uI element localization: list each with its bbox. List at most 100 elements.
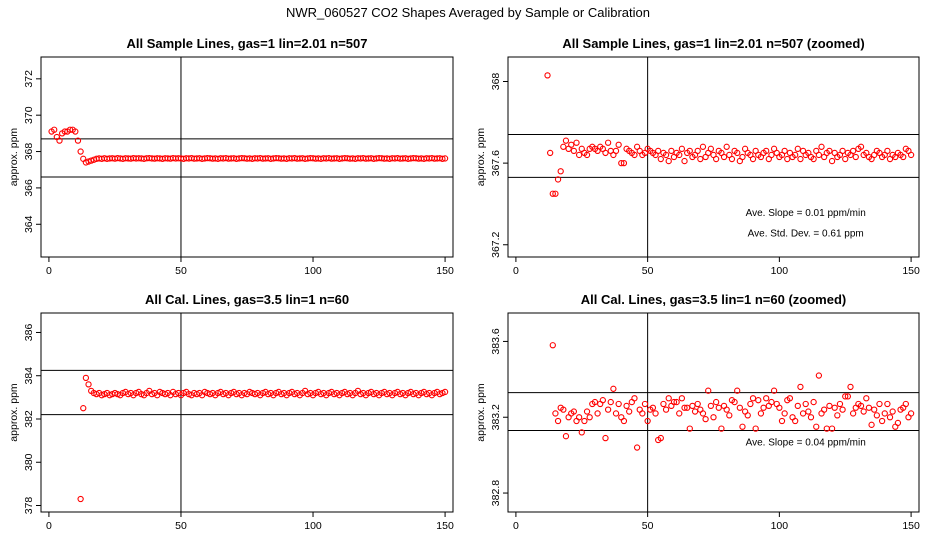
data-point xyxy=(707,402,715,410)
data-point xyxy=(578,429,585,436)
data-point xyxy=(726,412,733,419)
y-tick-label: 364 xyxy=(23,215,35,233)
data-point xyxy=(739,423,746,430)
x-tick-label: 0 xyxy=(46,520,52,532)
data-point xyxy=(633,444,641,451)
data-point xyxy=(560,143,567,150)
data-point xyxy=(760,404,767,411)
panel-title: All Cal. Lines, gas=3.5 lin=1 n=60 (zoom… xyxy=(581,292,847,307)
data-point xyxy=(839,147,846,155)
data-point xyxy=(681,404,688,411)
data-point xyxy=(657,155,664,163)
data-point xyxy=(72,128,79,135)
data-point xyxy=(573,139,580,146)
data-point xyxy=(828,425,836,432)
data-point xyxy=(581,417,588,425)
data-point xyxy=(657,434,664,442)
x-tick-label: 0 xyxy=(513,520,519,532)
data-point xyxy=(763,147,770,155)
data-point xyxy=(662,151,670,159)
data-point xyxy=(604,139,612,146)
data-point xyxy=(684,404,691,411)
chart-panel-3: All Cal. Lines, gas=3.5 lin=1 n=60 0 50 100… xyxy=(8,292,454,532)
data-point xyxy=(797,155,804,163)
data-point xyxy=(718,425,725,432)
data-point xyxy=(668,147,675,155)
data-point xyxy=(731,398,738,406)
data-point xyxy=(884,147,891,155)
data-point xyxy=(615,400,622,408)
data-point xyxy=(554,417,562,425)
plot-frame xyxy=(40,312,454,513)
y-axis-label: approx. ppm xyxy=(475,128,487,187)
data-point xyxy=(781,410,788,417)
data-point xyxy=(784,155,791,163)
data-point xyxy=(712,398,720,406)
x-tick-label: 50 xyxy=(175,265,187,277)
data-point xyxy=(842,155,849,163)
y-tick-label: 370 xyxy=(23,106,35,124)
data-point xyxy=(889,408,896,415)
x-tick-label: 150 xyxy=(902,265,920,277)
data-point xyxy=(678,395,686,402)
data-point xyxy=(575,414,583,421)
x-tick-label: 100 xyxy=(304,520,322,532)
data-point xyxy=(655,147,662,155)
data-point xyxy=(863,395,870,402)
data-point xyxy=(607,398,614,406)
data-point xyxy=(568,141,575,148)
data-point xyxy=(77,495,84,503)
data-point xyxy=(707,145,715,152)
data-point xyxy=(836,400,844,408)
data-point xyxy=(799,410,807,417)
y-tick-label: 386 xyxy=(23,324,35,342)
y-tick-label: 383.6 xyxy=(490,328,502,354)
y-tick-label: 378 xyxy=(23,497,35,515)
x-tick-label: 100 xyxy=(771,520,789,532)
data-point xyxy=(723,406,730,413)
data-point xyxy=(792,151,799,159)
data-point xyxy=(644,417,651,425)
y-tick-label: 383.2 xyxy=(490,404,502,430)
x-tick-label: 50 xyxy=(642,520,654,532)
data-point xyxy=(794,145,801,152)
data-point xyxy=(660,400,667,408)
data-point xyxy=(881,410,888,417)
data-point xyxy=(612,147,620,155)
x-tick-label: 0 xyxy=(513,265,519,277)
data-point xyxy=(734,387,741,394)
x-tick-label: 150 xyxy=(902,520,920,532)
data-point xyxy=(77,148,84,155)
data-point xyxy=(665,157,672,165)
data-point xyxy=(755,397,762,404)
data-point xyxy=(602,434,609,442)
data-point xyxy=(757,410,765,417)
data-point xyxy=(763,395,770,402)
x-tick-label: 150 xyxy=(436,520,454,532)
data-point xyxy=(618,159,625,167)
data-point xyxy=(705,387,712,394)
plot-frame xyxy=(507,56,920,258)
data-point xyxy=(80,155,87,162)
data-point xyxy=(749,155,757,163)
data-point xyxy=(834,412,841,419)
data-point xyxy=(670,398,678,406)
data-point xyxy=(686,425,693,432)
data-point xyxy=(586,414,593,421)
y-tick-label: 368 xyxy=(23,143,35,161)
data-point xyxy=(813,423,820,430)
data-point xyxy=(74,137,82,144)
data-point xyxy=(871,406,878,413)
data-point xyxy=(602,149,609,157)
chart-panel-1: All Sample Lines, gas=1 lin=2.01 n=507 0 5… xyxy=(8,36,454,277)
data-point xyxy=(85,381,92,388)
data-point xyxy=(620,159,628,167)
data-point xyxy=(865,404,873,411)
data-point xyxy=(884,400,891,408)
data-point xyxy=(547,149,554,157)
data-point xyxy=(702,415,709,423)
annotation-text: Ave. Slope = 0.04 ppm/min xyxy=(746,438,866,449)
y-tick-label: 384 xyxy=(23,367,35,385)
x-tick-label: 50 xyxy=(642,265,654,277)
